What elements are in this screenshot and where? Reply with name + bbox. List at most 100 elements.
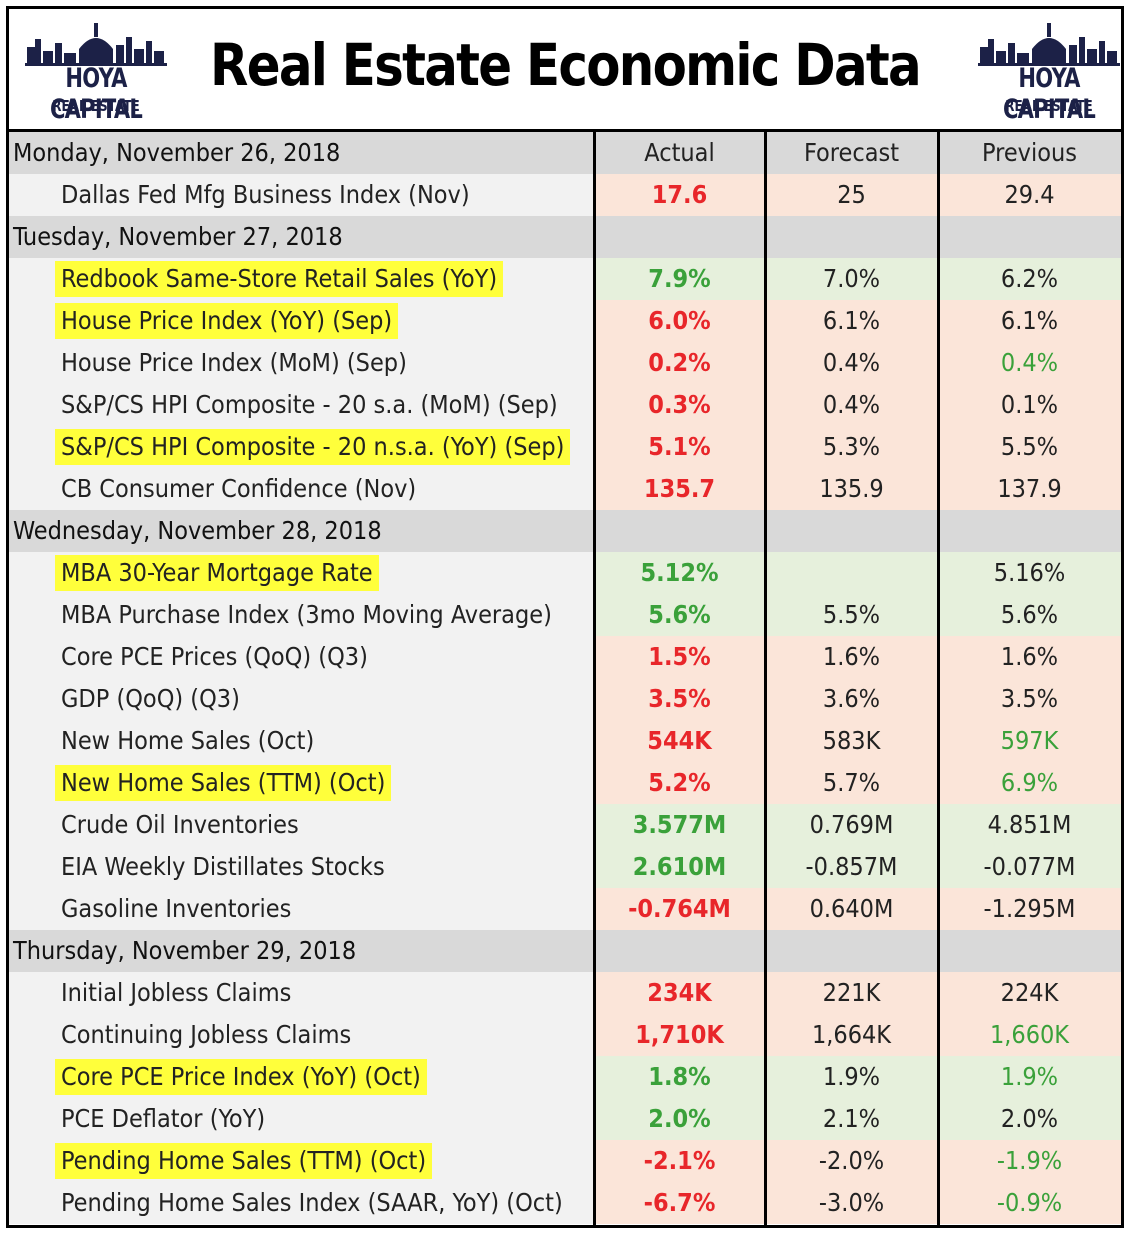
indicator-name-cell: MBA Purchase Index (3mo Moving Average) (9, 594, 594, 636)
actual-value: 6.0% (594, 300, 765, 342)
indicator-name-cell: EIA Weekly Distillates Stocks (9, 846, 594, 888)
date-label: Wednesday, November 28, 2018 (9, 510, 594, 552)
actual-value: 5.1% (594, 426, 765, 468)
actual-value: -6.7% (594, 1182, 765, 1224)
page-title: Real Estate Economic Data (210, 31, 922, 99)
indicator-name-cell: House Price Index (MoM) (Sep) (9, 342, 594, 384)
indicator-name-cell: Pending Home Sales Index (SAAR, YoY) (Oc… (9, 1182, 594, 1224)
indicator-name: Core PCE Price Index (YoY) (Oct) (55, 1059, 427, 1095)
indicator-name-cell: CB Consumer Confidence (Nov) (9, 468, 594, 510)
previous-value: 0.4% (938, 342, 1121, 384)
indicator-name-cell: Pending Home Sales (TTM) (Oct) (9, 1140, 594, 1182)
table-row: Pending Home Sales Index (SAAR, YoY) (Oc… (9, 1182, 1121, 1224)
indicator-name: Redbook Same-Store Retail Sales (YoY) (55, 261, 504, 297)
previous-value: 3.5% (938, 678, 1121, 720)
actual-header: Actual (594, 132, 765, 174)
previous-header: Previous (938, 132, 1121, 174)
table-row: EIA Weekly Distillates Stocks 2.610M -0.85… (9, 846, 1121, 888)
previous-value: -1.295M (938, 888, 1121, 930)
table-row: Initial Jobless Claims 234K 221K 224K (9, 972, 1121, 1014)
table-row: House Price Index (MoM) (Sep) 0.2% 0.4% 0.4… (9, 342, 1121, 384)
actual-value: 2.610M (594, 846, 765, 888)
indicator-name: GDP (QoQ) (Q3) (61, 684, 240, 713)
table-row: Core PCE Price Index (YoY) (Oct) 1.8% 1.9%… (9, 1056, 1121, 1098)
indicator-name: PCE Deflator (YoY) (61, 1104, 266, 1133)
indicator-name: Initial Jobless Claims (61, 978, 292, 1007)
actual-value: -0.764M (594, 888, 765, 930)
actual-value: 1.8% (594, 1056, 765, 1098)
date-label: Monday, November 26, 2018 (9, 132, 594, 174)
date-header-row: Thursday, November 29, 2018 (9, 930, 1121, 972)
column-divider (937, 132, 940, 1225)
indicator-name: Crude Oil Inventories (61, 810, 299, 839)
data-table-frame: HOYA CAPITAL REAL ESTATE Real Estate Eco… (6, 6, 1124, 1228)
date-header-row: Monday, November 26, 2018 Actual Forecast P… (9, 132, 1121, 174)
table-row: Dallas Fed Mfg Business Index (Nov) 17.6 2… (9, 174, 1121, 216)
actual-value: 544K (594, 720, 765, 762)
actual-value: 1.5% (594, 636, 765, 678)
forecast-value: 1,664K (765, 1014, 938, 1056)
logo-brand-text: HOYA CAPITAL (1002, 63, 1096, 125)
forecast-value: 0.640M (765, 888, 938, 930)
indicator-name: Gasoline Inventories (61, 894, 292, 923)
forecast-header (765, 216, 938, 258)
indicator-name: Continuing Jobless Claims (61, 1020, 352, 1049)
header: HOYA CAPITAL REAL ESTATE Real Estate Eco… (9, 9, 1121, 132)
actual-header (594, 216, 765, 258)
previous-value: -0.077M (938, 846, 1121, 888)
forecast-value: -3.0% (765, 1182, 938, 1224)
actual-value: 17.6 (594, 174, 765, 216)
indicator-name: New Home Sales (TTM) (Oct) (55, 765, 392, 801)
actual-value: 7.9% (594, 258, 765, 300)
forecast-value: 0.769M (765, 804, 938, 846)
indicator-name: House Price Index (YoY) (Sep) (55, 303, 399, 339)
actual-value: 234K (594, 972, 765, 1014)
table-row: PCE Deflator (YoY) 2.0% 2.1% 2.0% (9, 1098, 1121, 1140)
previous-value: 5.5% (938, 426, 1121, 468)
forecast-value: 6.1% (765, 300, 938, 342)
actual-header (594, 510, 765, 552)
indicator-name: CB Consumer Confidence (Nov) (61, 474, 417, 503)
previous-header (938, 216, 1121, 258)
logo-sub-text: REAL ESTATE (52, 97, 140, 115)
indicator-name-cell: New Home Sales (Oct) (9, 720, 594, 762)
previous-value: 5.6% (938, 594, 1121, 636)
forecast-value: 3.6% (765, 678, 938, 720)
table-row: Continuing Jobless Claims 1,710K 1,664K 1,6… (9, 1014, 1121, 1056)
indicator-name-cell: MBA 30-Year Mortgage Rate (9, 552, 594, 594)
indicator-name: House Price Index (MoM) (Sep) (61, 348, 407, 377)
skyline-icon (25, 23, 167, 66)
table-row: Pending Home Sales (TTM) (Oct) -2.1% -2.0%… (9, 1140, 1121, 1182)
skyline-icon (978, 23, 1120, 66)
date-label: Tuesday, November 27, 2018 (9, 216, 594, 258)
forecast-value: 221K (765, 972, 938, 1014)
indicator-name-cell: Initial Jobless Claims (9, 972, 594, 1014)
previous-value: 597K (938, 720, 1121, 762)
logo-brand-text: HOYA CAPITAL (49, 63, 143, 125)
table-row: S&P/CS HPI Composite - 20 s.a. (MoM) (Se… (9, 384, 1121, 426)
previous-value: 4.851M (938, 804, 1121, 846)
actual-value: 2.0% (594, 1098, 765, 1140)
indicator-name: Dallas Fed Mfg Business Index (Nov) (61, 180, 470, 209)
forecast-header (765, 930, 938, 972)
previous-value: 137.9 (938, 468, 1121, 510)
previous-header (938, 930, 1121, 972)
forecast-value: 1.9% (765, 1056, 938, 1098)
actual-value: 5.12% (594, 552, 765, 594)
previous-value: 0.1% (938, 384, 1121, 426)
indicator-name-cell: Continuing Jobless Claims (9, 1014, 594, 1056)
forecast-value: 0.4% (765, 384, 938, 426)
table-row: GDP (QoQ) (Q3) 3.5% 3.6% 3.5% (9, 678, 1121, 720)
forecast-value: 5.7% (765, 762, 938, 804)
previous-value: 29.4 (938, 174, 1121, 216)
indicator-name-cell: PCE Deflator (YoY) (9, 1098, 594, 1140)
forecast-value: 2.1% (765, 1098, 938, 1140)
table-row: Redbook Same-Store Retail Sales (YoY) 7.9… (9, 258, 1121, 300)
logo-sub-text: REAL ESTATE (1005, 97, 1093, 115)
previous-value: 6.1% (938, 300, 1121, 342)
table-row: New Home Sales (TTM) (Oct) 5.2% 5.7% 6.9% (9, 762, 1121, 804)
actual-value: 3.577M (594, 804, 765, 846)
indicator-name-cell: Gasoline Inventories (9, 888, 594, 930)
table-row: New Home Sales (Oct) 544K 583K 597K (9, 720, 1121, 762)
forecast-value: 0.4% (765, 342, 938, 384)
